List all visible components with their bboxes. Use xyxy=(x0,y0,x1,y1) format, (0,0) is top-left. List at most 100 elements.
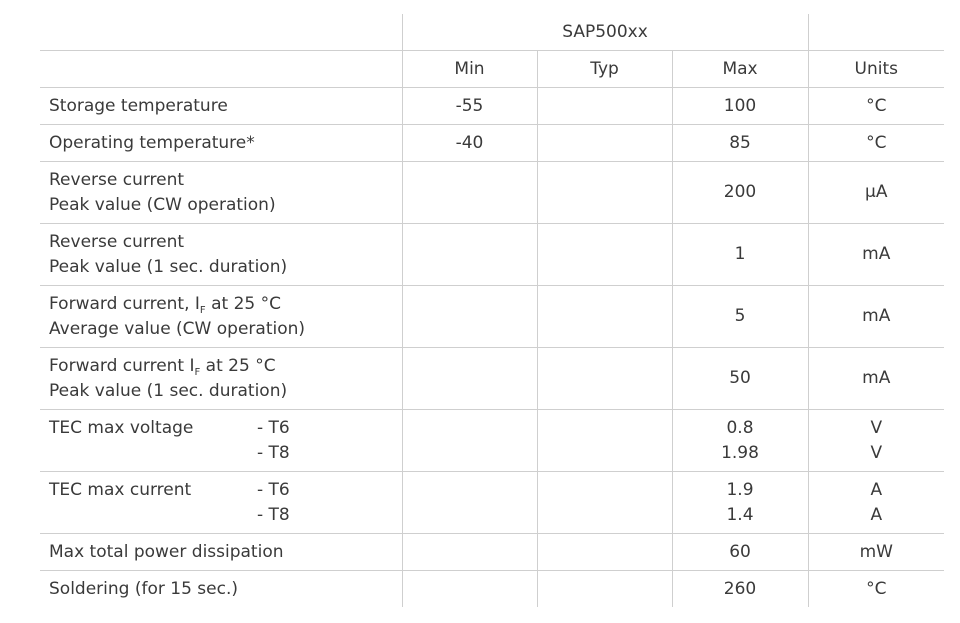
tec-type-t8: - T8 xyxy=(257,504,290,525)
max-cell: 260 xyxy=(671,570,809,607)
unit-t6: A xyxy=(870,479,883,500)
parameter-cell: Reverse current Peak value (CW operation… xyxy=(40,161,402,224)
max-cell: 1 xyxy=(671,223,809,286)
typ-cell xyxy=(536,533,672,571)
max-cell: 1.9 1.4 xyxy=(671,471,809,534)
min-cell xyxy=(401,347,537,410)
unit-t8: A xyxy=(870,504,883,525)
header-blank-cell xyxy=(40,14,402,51)
parameter-cell: Storage temperature xyxy=(40,87,402,125)
table-row: TEC max voltage - T6 - T8 0.8 1.98 V V xyxy=(40,409,945,472)
unit-cell: °C xyxy=(807,570,945,607)
tec-type-t6: - T6 xyxy=(257,479,290,500)
max-header: Max xyxy=(671,50,809,88)
table-row: Reverse current Peak value (CW operation… xyxy=(40,161,945,224)
tec-type-list: - T6 - T8 xyxy=(257,416,290,466)
tec-voltage-layout: TEC max voltage - T6 - T8 xyxy=(49,416,402,466)
tec-current-layout: TEC max current - T6 - T8 xyxy=(49,478,402,528)
min-header: Min xyxy=(401,50,537,88)
parameter-line-1: Forward current, IF at 25 °C xyxy=(49,292,402,317)
typ-header: Typ xyxy=(536,50,672,88)
param-header-blank xyxy=(40,50,402,88)
parameter-cell: Forward current, IF at 25 °C Average val… xyxy=(40,285,402,348)
typ-cell xyxy=(536,570,672,607)
parameter-cell: Soldering (for 15 sec.) xyxy=(49,578,238,599)
max-cell: 60 xyxy=(671,533,809,571)
parameter-cell: TEC max voltage - T6 - T8 xyxy=(40,409,402,472)
max-value-t6: 1.9 xyxy=(726,479,754,500)
absolute-maximum-ratings-table: SAP500xx Min Typ Max Units Storage tempe… xyxy=(40,14,945,607)
max-cell: 50 xyxy=(671,347,809,410)
max-value-t8: 1.98 xyxy=(721,442,759,463)
table-row: Operating temperature* -40 85 °C xyxy=(40,124,945,162)
max-value-t8: 1.4 xyxy=(726,504,754,525)
tec-voltage-label: TEC max voltage xyxy=(49,417,194,438)
unit-cell: V V xyxy=(807,409,945,472)
typ-cell xyxy=(536,285,672,348)
min-cell xyxy=(401,285,537,348)
typ-cell xyxy=(536,471,672,534)
unit-cell: mA xyxy=(807,347,945,410)
tec-type-t8: - T8 xyxy=(257,442,290,463)
subscript-f: F xyxy=(194,366,201,378)
parameter-cell: Operating temperature* xyxy=(40,124,402,162)
min-cell: -40 xyxy=(401,124,537,162)
max-cell: 200 xyxy=(671,161,809,224)
parameter-cell: Forward current IF at 25 °C Peak value (… xyxy=(40,347,402,410)
max-cell: 85 xyxy=(671,124,809,162)
typ-cell xyxy=(536,409,672,472)
min-cell xyxy=(401,223,537,286)
max-cell: 5 xyxy=(671,285,809,348)
parameter-line-1: Reverse current xyxy=(49,231,185,252)
tec-type-list: - T6 - T8 xyxy=(257,478,290,528)
parameter-cell: Max total power dissipation xyxy=(40,533,402,571)
unit-cell: mA xyxy=(807,285,945,348)
table-row: Storage temperature -55 100 °C xyxy=(40,87,945,125)
subscript-f: F xyxy=(199,304,206,316)
parameter-line-2: Average value (CW operation) xyxy=(49,318,306,339)
min-cell xyxy=(401,533,537,571)
parameter-line-2: Peak value (1 sec. duration) xyxy=(49,380,288,401)
min-cell xyxy=(401,409,537,472)
parameter-line-1: Reverse current xyxy=(49,169,185,190)
parameter-line-2: Peak value (1 sec. duration) xyxy=(49,256,288,277)
parameter-cell: TEC max current - T6 - T8 xyxy=(40,471,402,534)
table-row: Forward current IF at 25 °C Peak value (… xyxy=(40,347,945,410)
max-value-t6: 0.8 xyxy=(726,417,754,438)
unit-t8: V xyxy=(870,442,883,463)
table-row: Reverse current Peak value (1 sec. durat… xyxy=(40,223,945,286)
unit-cell: °C xyxy=(807,87,945,125)
unit-cell: mA xyxy=(807,223,945,286)
min-cell xyxy=(401,570,537,607)
typ-cell xyxy=(536,347,672,410)
min-cell xyxy=(401,471,537,534)
column-header-row: Min Typ Max Units xyxy=(40,50,945,88)
unit-cell: A A xyxy=(807,471,945,534)
header-blank-cell-right xyxy=(807,14,945,51)
temperature-condition: at 25 °C xyxy=(200,355,276,376)
parameter-line-2: Peak value (CW operation) xyxy=(49,194,276,215)
tec-type-t6: - T6 xyxy=(257,417,290,438)
table-row: Max total power dissipation 60 mW xyxy=(40,533,945,571)
min-cell: -55 xyxy=(401,87,537,125)
typ-cell xyxy=(536,124,672,162)
typ-cell xyxy=(536,223,672,286)
table-row: Soldering (for 15 sec.) 260 °C xyxy=(40,570,945,607)
unit-t6: V xyxy=(870,417,883,438)
ratings-table-container: SAP500xx Min Typ Max Units Storage tempe… xyxy=(40,14,945,607)
table-row: TEC max current - T6 - T8 1.9 1.4 A A xyxy=(40,471,945,534)
table-row: Forward current, IF at 25 °C Average val… xyxy=(40,285,945,348)
forward-current-label: Forward current I xyxy=(49,355,195,376)
forward-current-label: Forward current, I xyxy=(49,293,200,314)
unit-cell: °C xyxy=(807,124,945,162)
tec-current-label: TEC max current xyxy=(49,479,192,500)
max-cell: 0.8 1.98 xyxy=(671,409,809,472)
units-header: Units xyxy=(807,50,945,88)
max-cell: 100 xyxy=(671,87,809,125)
parameter-line-1: Forward current IF at 25 °C xyxy=(49,354,402,379)
unit-cell: μA xyxy=(807,161,945,224)
min-cell xyxy=(401,161,537,224)
unit-cell: mW xyxy=(807,533,945,571)
typ-cell xyxy=(536,161,672,224)
temperature-condition: at 25 °C xyxy=(205,293,281,314)
